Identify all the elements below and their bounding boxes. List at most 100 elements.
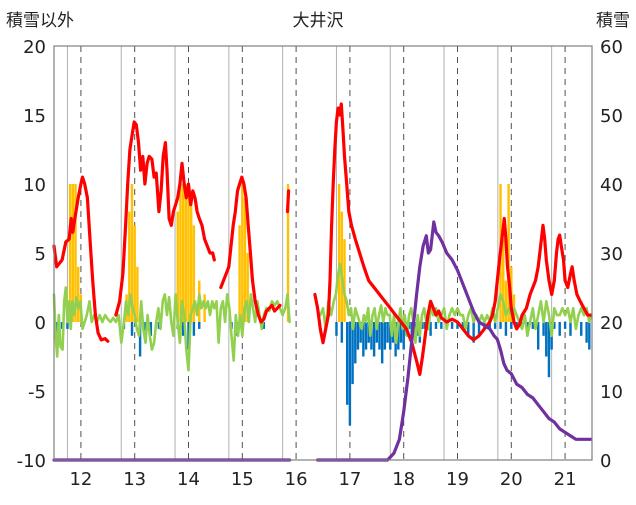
blue-bar: [262, 322, 266, 329]
blue-bar: [499, 322, 502, 329]
red-series-line: [114, 120, 216, 317]
blue-bar: [545, 322, 548, 357]
red-series-line: [285, 189, 291, 214]
orange-bar: [74, 184, 77, 322]
blue-bar: [372, 322, 376, 357]
red-series-line: [313, 102, 593, 376]
blue-bar: [192, 322, 196, 336]
purple-snow-depth-line: [316, 220, 593, 462]
blue-bar: [553, 322, 556, 329]
x-axis-tick-label: 15: [231, 469, 254, 490]
blue-bar: [402, 322, 405, 350]
blue-bar: [531, 322, 535, 329]
blue-bar: [488, 322, 491, 329]
blue-bar: [585, 322, 588, 343]
left-axis-tick-label: 0: [35, 313, 46, 334]
blue-bar: [510, 322, 513, 329]
left-axis-tick-label: -5: [28, 382, 46, 403]
orange-bar: [192, 225, 196, 322]
right-axis-tick-label: 40: [600, 175, 623, 196]
blue-bar: [356, 322, 360, 350]
right-axis-tick-label: 0: [600, 451, 611, 472]
orange-bar: [76, 266, 80, 322]
orange-bar: [343, 239, 346, 322]
blue-bar: [542, 322, 545, 336]
orange-bar: [241, 184, 244, 322]
blue-bar: [467, 322, 470, 336]
orange-bar: [286, 184, 290, 322]
orange-bar: [504, 280, 508, 322]
blue-bar: [351, 322, 354, 385]
orange-bar: [337, 184, 341, 322]
blue-bar: [367, 322, 370, 343]
blue-bar: [569, 322, 572, 336]
blue-bar: [362, 322, 365, 357]
left-axis-title: 積雪以外: [6, 11, 74, 31]
blue-bar: [536, 322, 540, 350]
blue-bar: [472, 322, 475, 343]
plot-frame: [53, 45, 593, 461]
orange-bar: [136, 266, 139, 322]
orange-bar: [128, 211, 131, 322]
right-axis-tick-label: 20: [600, 313, 623, 334]
orange-bar: [179, 184, 182, 322]
blue-bar: [461, 322, 465, 329]
orange-bar: [189, 197, 193, 322]
left-axis-tick-label: 10: [23, 175, 46, 196]
orange-bar: [133, 225, 136, 322]
orange-bar: [68, 184, 72, 322]
blue-bar: [383, 322, 387, 350]
left-axis-tick-label: 20: [23, 37, 46, 58]
x-axis-tick-label: 13: [123, 469, 146, 490]
blue-bar: [187, 322, 190, 350]
blue-bar: [359, 322, 362, 343]
blue-bar: [380, 322, 384, 364]
blue-bar: [450, 322, 454, 329]
blue-bar: [558, 322, 561, 336]
blue-bar: [348, 322, 352, 426]
blue-bar: [181, 322, 185, 336]
grid-lines: [66, 46, 566, 460]
blue-bar: [456, 322, 459, 329]
blue-bar: [563, 322, 567, 329]
right-axis-tick-label: 60: [600, 37, 623, 58]
green-series-line: [52, 286, 291, 372]
chart-title: 大井沢: [293, 11, 344, 31]
right-axis-tick-label: 10: [600, 382, 623, 403]
blue-bar: [364, 322, 368, 350]
orange-bar: [238, 225, 241, 322]
blue-bar: [60, 322, 64, 329]
blue-bar: [345, 322, 349, 405]
x-axis-tick-label: 18: [392, 469, 415, 490]
x-axis-tick-label: 21: [554, 469, 577, 490]
blue-bar: [138, 322, 142, 357]
orange-bar: [130, 184, 134, 322]
blue-bar: [434, 322, 438, 329]
blue-bar: [66, 322, 69, 329]
right-axis-tick-label: 50: [600, 106, 623, 127]
right-axis-tick-label: 30: [600, 244, 623, 265]
blue-bar: [547, 322, 551, 378]
orange-bar: [246, 253, 249, 322]
blue-bar: [493, 322, 497, 329]
orange-bar: [243, 197, 247, 322]
blue-bar: [588, 322, 591, 350]
blue-bar: [55, 322, 58, 336]
blue-bar: [378, 322, 381, 350]
blue-bar: [429, 322, 432, 336]
blue-bar: [504, 322, 508, 336]
blue-bar: [340, 322, 344, 343]
blue-bar: [389, 322, 392, 350]
orange-bar: [184, 184, 188, 322]
left-axis-tick-label: -10: [17, 451, 46, 472]
blue-bar: [477, 322, 481, 336]
red-series-line: [52, 175, 110, 343]
orange-bar: [71, 184, 75, 322]
blue-bar: [130, 322, 134, 336]
blue-bar: [375, 322, 379, 343]
orange-bar: [507, 184, 510, 322]
blue-bar: [399, 322, 403, 343]
left-axis-tick-label: 5: [35, 244, 46, 265]
